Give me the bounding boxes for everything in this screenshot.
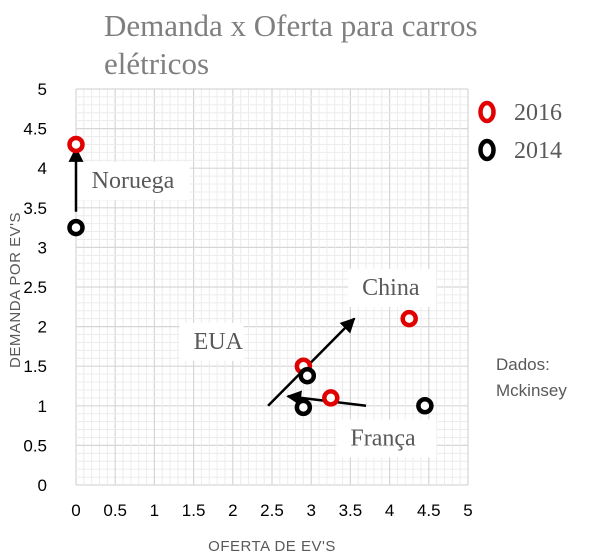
x-tick-label: 4.5 (417, 501, 441, 520)
data-point (67, 135, 85, 154)
y-tick-label: 1 (38, 397, 47, 416)
legend-marker (478, 100, 496, 124)
chart-title-line-2: elétricos (104, 46, 209, 81)
x-tick-label: 3 (306, 501, 315, 520)
source-note-line-1: Dados: (496, 355, 550, 374)
x-tick-label: 2 (228, 501, 237, 520)
y-tick-label: 2 (38, 318, 47, 337)
annotation: EUA (179, 322, 244, 361)
x-axis-label: OFERTA DE EV'S (208, 538, 336, 551)
x-tick-label: 0.5 (103, 501, 127, 520)
x-tick-label: 2.5 (260, 501, 284, 520)
x-tick-label: 0 (71, 501, 80, 520)
legend-marker (478, 138, 496, 162)
y-tick-label: 1.5 (23, 357, 47, 376)
y-tick-label: 0 (38, 476, 47, 495)
y-axis-label: DEMANDA POR EV'S (7, 212, 24, 368)
source-note-line-2: Mckinsey (496, 381, 567, 400)
annotation: China (348, 268, 437, 307)
data-point (322, 389, 340, 407)
y-tick-label: 3.5 (23, 199, 47, 218)
annotation-labels: Noruega China EUA França (77, 162, 437, 458)
annotation-label: França (350, 425, 416, 451)
data-point (294, 398, 313, 417)
annotation: Noruega (77, 162, 190, 200)
y-tick-label: 2.5 (23, 278, 47, 297)
legend-label: 2014 (514, 138, 562, 164)
annotation-label: Noruega (92, 168, 175, 194)
x-tick-label: 4 (385, 501, 394, 520)
data-point (400, 309, 418, 328)
annotation-box (179, 322, 244, 361)
y-tick-label: 3 (38, 238, 47, 257)
annotation-label: EUA (194, 329, 244, 355)
chart-title-line-1: Demanda x Oferta para carros (104, 8, 478, 43)
annotation-label: China (362, 275, 420, 301)
annotation: França (336, 419, 437, 458)
y-tick-label: 4 (38, 159, 47, 178)
annotation-box (348, 268, 437, 307)
x-tick-label: 3.5 (339, 501, 363, 520)
data-point (298, 366, 317, 385)
tick-labels: 0 0.5 1 1.5 2 2.5 3 3.5 4 4.5 5 0 0.5 1 1.5 2 2.5 3 3.5 4 4.… (23, 80, 472, 520)
x-tick-label: 1.5 (182, 501, 206, 520)
data-point (67, 218, 85, 237)
data-points (67, 135, 434, 417)
y-tick-label: 4.5 (23, 120, 47, 139)
x-tick-label: 5 (463, 501, 472, 520)
annotation-box (336, 419, 437, 458)
legend-label: 2016 (514, 100, 562, 126)
x-tick-label: 1 (150, 501, 159, 520)
annotation-box (77, 162, 190, 200)
y-tick-label: 5 (38, 80, 47, 99)
annotation-arrow (267, 317, 356, 407)
legend: 2016 2014 (478, 100, 562, 164)
y-tick-label: 0.5 (23, 436, 47, 455)
data-point (416, 397, 434, 415)
